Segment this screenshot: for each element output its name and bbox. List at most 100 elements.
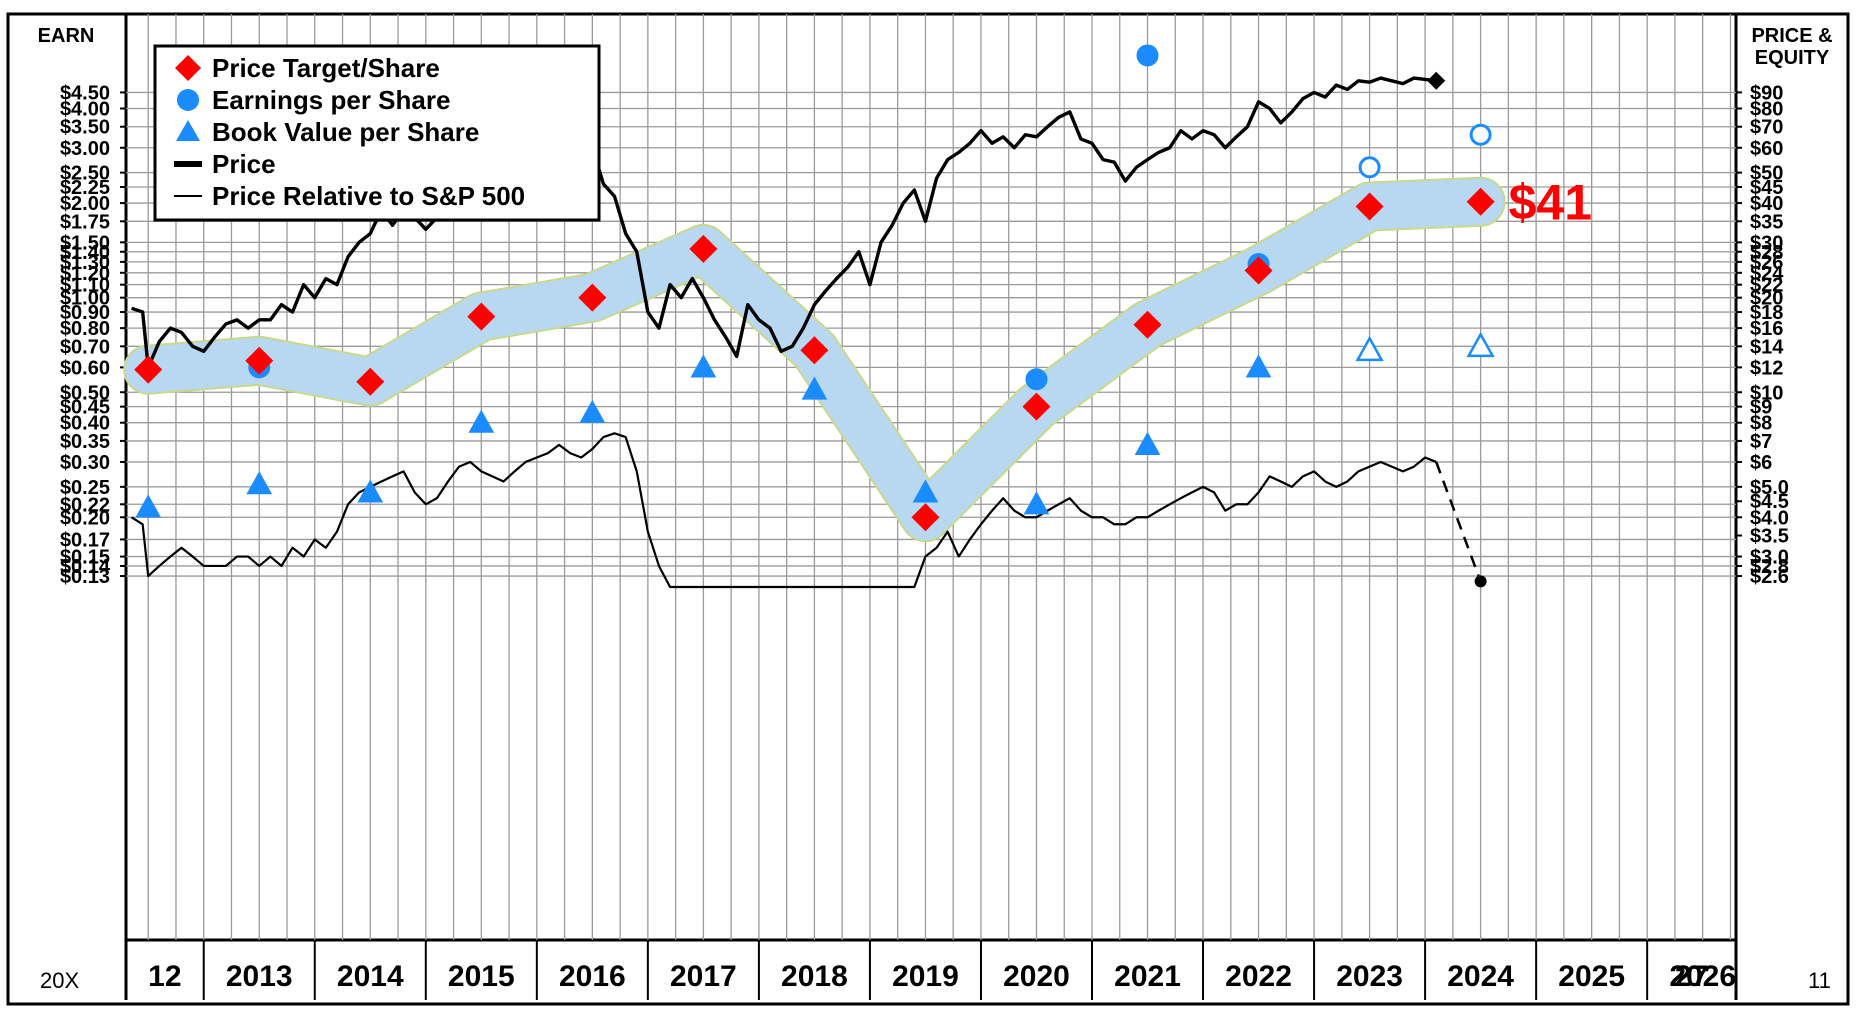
x-axis-year-label: 2025 bbox=[1558, 960, 1625, 993]
book-value-estimate-marker bbox=[1466, 331, 1495, 358]
right-axis-tick-label: $16 bbox=[1750, 318, 1783, 340]
right-axis-title-line2: EQUITY bbox=[1755, 47, 1830, 69]
x-axis-year-label: 2016 bbox=[559, 960, 626, 993]
left-axis-tick-label: $0.90 bbox=[60, 302, 110, 324]
book-value-marker bbox=[1134, 431, 1161, 455]
left-axis-tick-label: $2.00 bbox=[60, 193, 110, 215]
eps-marker bbox=[1025, 368, 1048, 391]
relative-strength-projection bbox=[1435, 461, 1482, 582]
x-axis-year-label: 2014 bbox=[337, 960, 404, 993]
right-axis-tick-label: $18 bbox=[1750, 302, 1783, 324]
left-axis-tick-label: $0.25 bbox=[60, 477, 110, 499]
left-axis-tick-label: $0.60 bbox=[60, 357, 110, 379]
left-axis-title: EARN bbox=[38, 25, 95, 47]
left-axis-tick-label: $0.50 bbox=[60, 382, 110, 404]
right-axis-tick-label: $35 bbox=[1750, 211, 1783, 233]
price-target-marker bbox=[800, 336, 829, 365]
left-axis-tick-label: $4.00 bbox=[60, 99, 110, 121]
left-axis-tick-label: $1.10 bbox=[60, 275, 110, 297]
legend-label: Earnings per Share bbox=[212, 85, 450, 115]
book-value-marker bbox=[135, 494, 162, 518]
right-axis-tick-label: $7 bbox=[1750, 431, 1772, 453]
right-axis-tick-label: $40 bbox=[1750, 193, 1783, 215]
right-axis-tick-label: $30 bbox=[1750, 232, 1783, 254]
left-axis-tick-label: $0.14 bbox=[60, 556, 111, 578]
right-axis-tick-label: $6 bbox=[1750, 452, 1772, 474]
x-axis-year-label: 2026 bbox=[1669, 960, 1736, 993]
left-axis-tick-label: $0.35 bbox=[60, 431, 110, 453]
right-axis-tick-label: $80 bbox=[1750, 99, 1783, 121]
eps-estimate-marker bbox=[1358, 156, 1381, 179]
legend-circle-icon bbox=[177, 89, 199, 111]
right-axis-tick-label: $2.8 bbox=[1750, 556, 1789, 578]
price-target-marker bbox=[245, 346, 274, 375]
corner-label-right: 11 bbox=[1808, 968, 1831, 993]
right-axis-tick-label: $8 bbox=[1750, 413, 1772, 435]
right-axis-tick-label: $60 bbox=[1750, 138, 1783, 160]
price-target-marker bbox=[1133, 310, 1162, 339]
legend-triangle-icon bbox=[176, 120, 200, 141]
x-axis-year-label: 27 bbox=[1675, 960, 1708, 993]
x-axis-year-label: 2022 bbox=[1225, 960, 1292, 993]
left-axis-tick-label: $0.70 bbox=[60, 336, 110, 358]
right-axis-tick-label: $3.5 bbox=[1750, 526, 1789, 548]
right-axis-tick-label: $28 bbox=[1750, 242, 1783, 264]
relative-strength-line bbox=[130, 432, 1437, 589]
price-target-annotation: $41 bbox=[1509, 175, 1592, 231]
right-axis-title-line1: PRICE & bbox=[1751, 25, 1832, 47]
legend-label: Price Relative to S&P 500 bbox=[212, 181, 525, 211]
x-axis-year-label: 2021 bbox=[1114, 960, 1181, 993]
price-target-marker bbox=[1244, 256, 1273, 285]
right-axis-tick-label: $2.6 bbox=[1750, 566, 1789, 588]
left-axis-tick-label: $1.40 bbox=[60, 242, 110, 264]
left-axis-tick-label: $1.30 bbox=[60, 252, 110, 274]
x-axis-year-label: 12 bbox=[148, 960, 181, 993]
price-target-marker bbox=[1355, 192, 1384, 221]
price-target-marker bbox=[578, 283, 607, 312]
left-axis-tick-label: $1.00 bbox=[60, 288, 110, 310]
left-axis-tick-label: $1.20 bbox=[60, 263, 110, 285]
book-value-marker bbox=[690, 354, 717, 378]
legend-label: Book Value per Share bbox=[212, 117, 479, 147]
book-value-marker bbox=[468, 409, 495, 433]
right-axis-tick-label: $20 bbox=[1750, 288, 1783, 310]
legend-box bbox=[153, 44, 601, 222]
legend-label: Price bbox=[212, 149, 276, 179]
left-axis-tick-label: $2.50 bbox=[60, 163, 110, 185]
relative-strength-projection-end bbox=[1474, 575, 1487, 588]
left-axis-tick-label: $0.22 bbox=[60, 494, 110, 516]
book-value-marker bbox=[246, 471, 273, 495]
right-axis-tick-label: $14 bbox=[1750, 336, 1784, 358]
book-value-marker bbox=[912, 479, 939, 503]
right-axis-tick-label: $26 bbox=[1750, 252, 1783, 274]
legend-diamond-icon bbox=[175, 55, 201, 81]
book-value-marker bbox=[357, 479, 384, 503]
x-axis-year-label: 2018 bbox=[781, 960, 848, 993]
price-target-marker bbox=[689, 234, 718, 263]
left-axis-tick-label: $0.17 bbox=[60, 529, 110, 551]
right-axis-tick-label: $50 bbox=[1750, 163, 1783, 185]
left-axis-tick-label: $0.20 bbox=[60, 507, 110, 529]
legend-label: Price Target/Share bbox=[212, 53, 440, 83]
corner-label-left: 20X bbox=[40, 968, 80, 993]
book-value-marker bbox=[1245, 354, 1272, 378]
right-axis-tick-label: $4.0 bbox=[1750, 507, 1789, 529]
book-value-marker bbox=[801, 376, 828, 400]
right-axis-tick-label: $22 bbox=[1750, 275, 1783, 297]
left-axis-tick-label: $3.00 bbox=[60, 138, 110, 160]
price-target-marker bbox=[911, 503, 940, 532]
right-axis-tick-label: $45 bbox=[1750, 177, 1783, 199]
right-axis-tick-label: $24 bbox=[1750, 263, 1784, 285]
left-axis-tick-label: $3.50 bbox=[60, 117, 110, 139]
price-target-marker bbox=[467, 302, 496, 331]
price-target-marker bbox=[1022, 392, 1051, 421]
right-axis-tick-label: $10 bbox=[1750, 382, 1783, 404]
left-axis-tick-label: $1.75 bbox=[60, 211, 110, 233]
eps-marker bbox=[1136, 44, 1159, 67]
book-value-marker bbox=[1023, 491, 1050, 515]
x-axis-year-label: 2013 bbox=[226, 960, 293, 993]
right-axis-tick-label: $70 bbox=[1750, 117, 1783, 139]
price-target-marker bbox=[356, 367, 385, 396]
